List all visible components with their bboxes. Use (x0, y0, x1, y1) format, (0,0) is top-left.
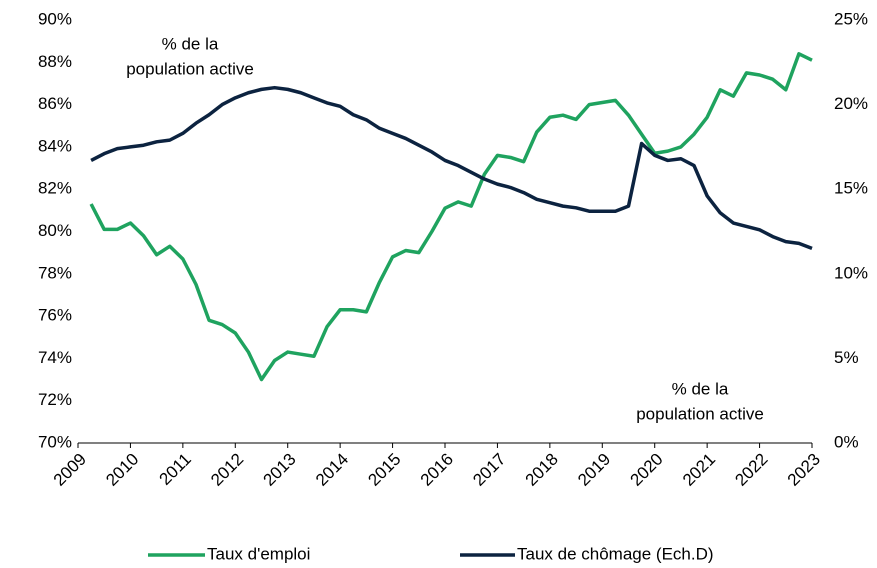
legend-label: Taux d'emploi (207, 544, 310, 563)
x-tick-label: 2014 (312, 450, 352, 490)
y2-tick-label: 10% (834, 263, 868, 282)
x-tick-label: 2023 (784, 450, 824, 490)
x-tick-label: 2009 (50, 450, 90, 490)
y-tick-label: 82% (38, 179, 72, 198)
annotation: % de la (162, 34, 219, 53)
x-tick-label: 2022 (731, 450, 771, 490)
x-tick-label: 2017 (469, 450, 509, 490)
y2-tick-label: 15% (834, 179, 868, 198)
y-tick-label: 70% (38, 432, 72, 451)
x-tick-label: 2010 (102, 450, 142, 490)
annotation: population active (126, 59, 254, 78)
annotation: % de la (672, 379, 729, 398)
y-tick-label: 86% (38, 94, 72, 113)
y-tick-label: 80% (38, 221, 72, 240)
annotation: population active (636, 404, 764, 423)
y2-tick-label: 20% (834, 94, 868, 113)
x-tick-label: 2011 (156, 450, 195, 489)
y2-tick-label: 0% (834, 432, 859, 451)
series-line (89, 52, 813, 382)
x-tick-label: 2015 (364, 450, 404, 490)
x-tick-label: 2013 (260, 450, 300, 490)
y2-tick-label: 25% (834, 9, 868, 28)
y-tick-label: 84% (38, 136, 72, 155)
y-tick-label: 78% (38, 263, 72, 282)
x-tick-label: 2019 (574, 450, 614, 490)
x-tick-label: 2021 (679, 450, 719, 490)
x-tick-label: 2012 (207, 450, 247, 490)
y-tick-label: 90% (38, 9, 72, 28)
y-tick-label: 76% (38, 306, 72, 325)
legend-label: Taux de chômage (Ech.D) (517, 544, 714, 563)
y-tick-label: 72% (38, 390, 72, 409)
y-tick-label: 88% (38, 52, 72, 71)
series-line (90, 85, 813, 251)
y2-tick-label: 5% (834, 348, 859, 367)
x-tick-label: 2016 (417, 450, 457, 490)
y-tick-label: 74% (38, 348, 72, 367)
x-tick-label: 2018 (522, 450, 562, 490)
x-tick-label: 2020 (627, 450, 667, 490)
